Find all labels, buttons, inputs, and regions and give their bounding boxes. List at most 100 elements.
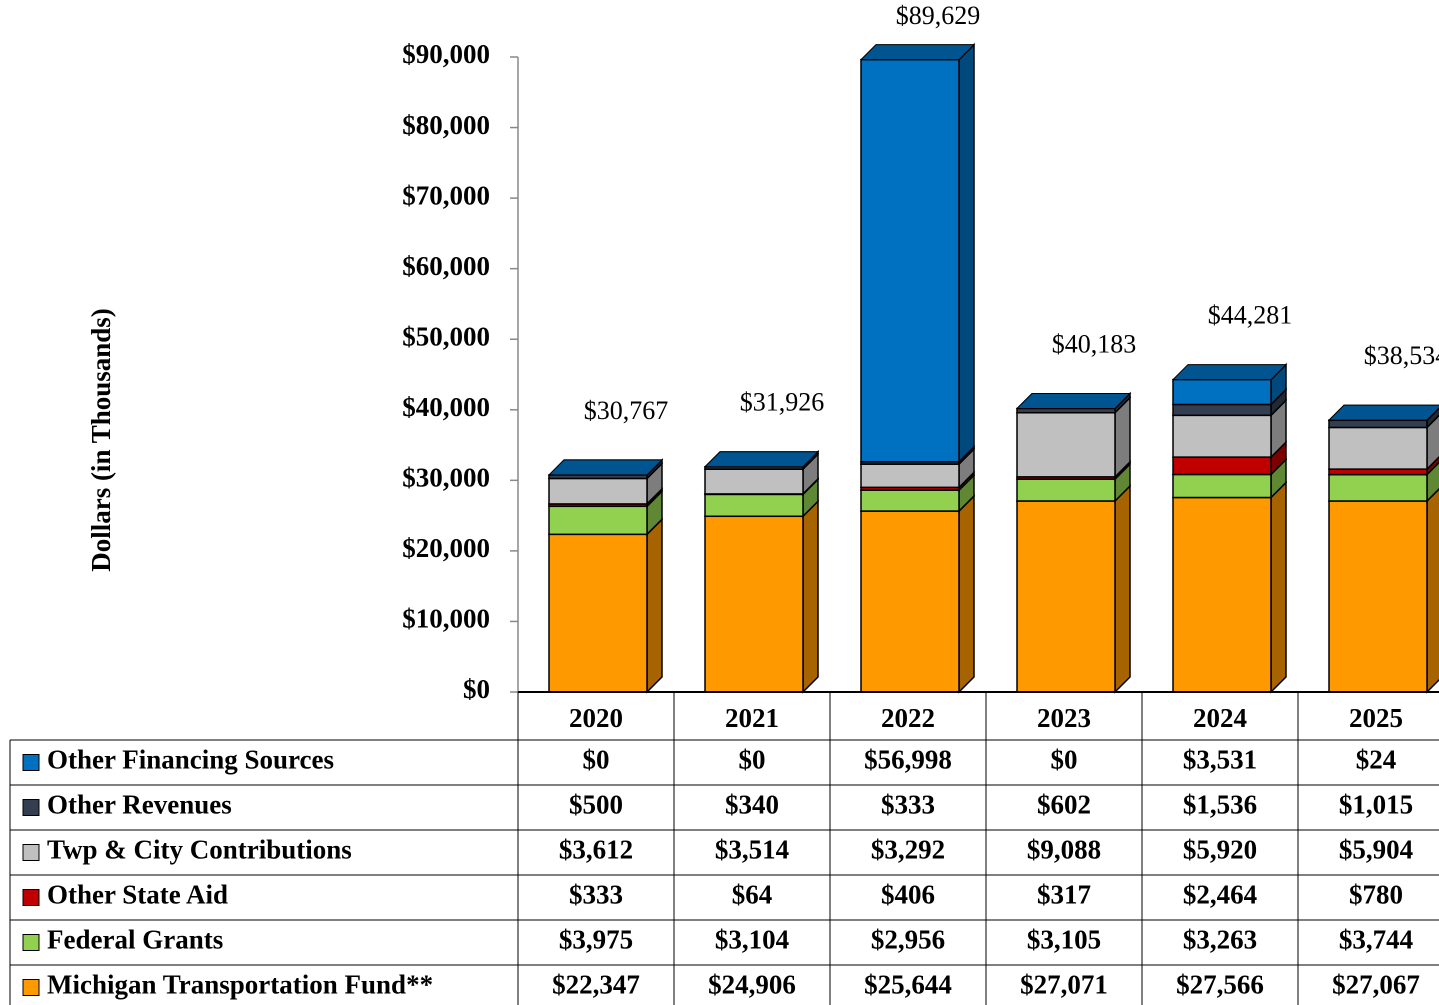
legend-label: Federal Grants	[47, 925, 223, 955]
table-value: $3,514	[715, 835, 789, 865]
total-label: $89,629	[896, 1, 981, 30]
table-value: $64	[732, 880, 773, 910]
bar-side	[1426, 487, 1439, 694]
table-value: $333	[881, 790, 935, 820]
legend-label: Twp & City Contributions	[47, 835, 352, 865]
bar	[704, 493, 804, 518]
bar-side	[802, 499, 819, 694]
total-label: $44,281	[1208, 301, 1293, 330]
table-value: $500	[569, 790, 623, 820]
bar	[1016, 411, 1116, 478]
y-tick-label: $60,000	[402, 251, 490, 281]
bar	[548, 474, 648, 480]
table-value: $602	[1037, 790, 1091, 820]
table-value: $25,644	[864, 970, 952, 1000]
legend-swatch	[22, 754, 40, 771]
y-tick-label: $30,000	[402, 463, 490, 493]
bar	[860, 489, 960, 512]
table-value: $2,956	[871, 925, 945, 955]
table-value: $0	[1051, 745, 1078, 775]
legend-swatch	[22, 934, 40, 951]
y-axis-label: Dollars (in Thousands)	[86, 308, 116, 572]
bar	[1172, 473, 1272, 499]
legend-swatch	[22, 844, 40, 861]
table-value: $3,292	[871, 835, 945, 865]
legend-label: Michigan Transportation Fund**	[47, 970, 433, 1000]
y-tick-label: $40,000	[402, 392, 490, 422]
total-label: $30,767	[584, 396, 669, 425]
y-tick-label: $80,000	[402, 110, 490, 140]
bar	[548, 505, 648, 536]
table-value: $3,744	[1339, 925, 1413, 955]
table-value: $22,347	[552, 970, 640, 1000]
bar	[1328, 473, 1428, 502]
table-value: $2,464	[1183, 880, 1257, 910]
table-value: $3,104	[715, 925, 789, 955]
y-tick-label: $10,000	[402, 604, 490, 634]
bar-side	[1114, 484, 1131, 694]
y-tick-label: $0	[463, 674, 490, 704]
bar-side	[646, 517, 663, 694]
table-value: $0	[739, 745, 766, 775]
table-value: $1,536	[1183, 790, 1257, 820]
table-value: $317	[1037, 880, 1091, 910]
bar	[860, 463, 960, 489]
bar	[1328, 500, 1428, 693]
bar	[860, 510, 960, 693]
table-value: $3,975	[559, 925, 633, 955]
bar-top	[1015, 392, 1132, 409]
bar	[1328, 426, 1428, 470]
bar-top	[859, 44, 976, 61]
table-value: $56,998	[864, 745, 952, 775]
table-value: $780	[1349, 880, 1403, 910]
bar	[704, 515, 804, 693]
legend-label: Other Revenues	[47, 790, 232, 820]
table-value: $5,904	[1339, 835, 1413, 865]
legend-label: Other State Aid	[47, 880, 228, 910]
table-value: $27,566	[1176, 970, 1264, 1000]
x-tick-label: 2021	[725, 703, 779, 733]
legend-label: Other Financing Sources	[47, 745, 334, 775]
table-value: $27,071	[1020, 970, 1108, 1000]
x-tick-label: 2023	[1037, 703, 1091, 733]
x-tick-label: 2024	[1193, 703, 1247, 733]
table-value: $3,531	[1183, 745, 1257, 775]
table-value: $333	[569, 880, 623, 910]
y-tick-label: $70,000	[402, 180, 490, 210]
bar	[1328, 468, 1428, 476]
table-value: $1,015	[1339, 790, 1413, 820]
table-value: $3,612	[559, 835, 633, 865]
x-tick-label: 2020	[569, 703, 623, 733]
table-value: $0	[583, 745, 610, 775]
table-value: $9,088	[1027, 835, 1101, 865]
total-label: $38,534	[1364, 341, 1439, 370]
bar	[1016, 500, 1116, 693]
bar	[548, 477, 648, 505]
bar-side	[958, 494, 975, 694]
bar-top	[703, 451, 820, 468]
bar	[1328, 419, 1428, 429]
table-value: $24,906	[708, 970, 796, 1000]
x-tick-label: 2025	[1349, 703, 1403, 733]
bar	[860, 58, 960, 463]
table-value: $27,067	[1332, 970, 1420, 1000]
bar	[548, 533, 648, 693]
bar	[1172, 496, 1272, 693]
x-tick-label: 2022	[881, 703, 935, 733]
bar-top	[1171, 364, 1288, 381]
legend-swatch	[22, 799, 40, 816]
bar-top	[547, 459, 664, 476]
bar-side	[958, 42, 975, 464]
legend-swatch	[22, 889, 40, 906]
bar	[1172, 414, 1272, 458]
bar-top	[1327, 404, 1439, 421]
y-tick-label: $50,000	[402, 321, 490, 351]
table-value: $24	[1356, 745, 1397, 775]
bar	[1016, 407, 1116, 414]
bar	[1172, 456, 1272, 476]
bar	[1172, 403, 1272, 417]
bar	[1172, 378, 1272, 406]
bar-side	[1270, 480, 1287, 694]
table-value: $3,105	[1027, 925, 1101, 955]
